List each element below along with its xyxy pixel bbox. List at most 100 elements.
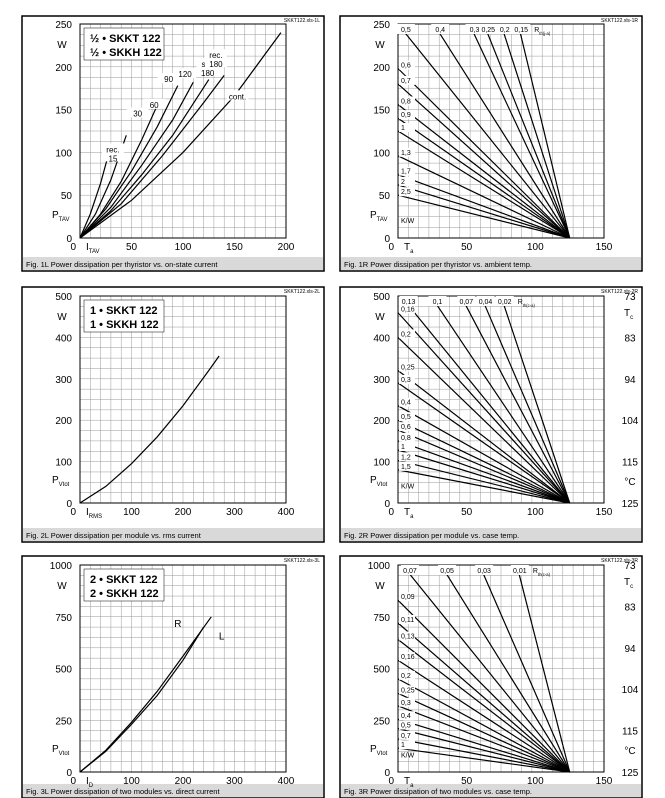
series-group (397, 303, 571, 504)
resistance-label: 0,25 (401, 687, 415, 694)
legend-box (83, 27, 165, 61)
resistance-label: 0,4 (435, 27, 445, 34)
series-group (79, 32, 282, 239)
curve-label: 120 (178, 70, 192, 79)
series-line (397, 599, 571, 773)
grid (397, 23, 605, 239)
y-unit: W (375, 40, 385, 51)
right-axis-label: Tc (624, 577, 633, 590)
series-line (79, 79, 210, 239)
y-tick-label: 100 (55, 148, 72, 159)
legend-entry: ½ • SKKT 122 (90, 33, 161, 45)
y-tick-label: 250 (373, 20, 390, 31)
curve-label: 90 (164, 75, 173, 84)
x-tick-label: 100 (527, 507, 544, 518)
right-tick-label: 115 (622, 458, 638, 469)
resistance-label: 0,1 (433, 299, 443, 306)
label-bg (457, 296, 476, 306)
panel-frame (21, 15, 325, 272)
curve-label: 180 (209, 60, 223, 69)
y-unit: W (57, 312, 67, 323)
right-tick-label: 83 (624, 333, 636, 344)
y-tick-label: 200 (55, 63, 72, 74)
label-bg (399, 362, 415, 372)
y-tick-label: 300 (373, 375, 390, 386)
series-line (397, 440, 570, 504)
resistance-label: 0,15 (514, 27, 528, 34)
label-bg (475, 565, 494, 575)
file-tag: SKKT122.xls-3R (601, 558, 638, 564)
series-line (397, 718, 570, 773)
resistance-label: 0,04 (479, 299, 493, 306)
right-tick-label: 104 (622, 685, 639, 696)
label-bg (399, 60, 415, 70)
series-line (397, 705, 570, 773)
series-line (397, 747, 570, 773)
series-line (503, 32, 571, 239)
resistance-label: 1,2 (401, 454, 411, 461)
label-bg (399, 147, 415, 157)
series-line (79, 626, 205, 773)
series-line (503, 304, 571, 504)
label-bg (399, 187, 415, 197)
y-tick-label: 200 (373, 63, 390, 74)
x-tick-label: 200 (278, 242, 295, 253)
label-bg (399, 166, 415, 176)
x-tick-label: 150 (596, 776, 613, 787)
plot-border (397, 564, 605, 773)
resistance-label: 0,8 (401, 435, 411, 442)
label-bg (399, 461, 415, 471)
series-line (397, 130, 571, 239)
x-tick-label: 0 (388, 776, 394, 787)
resistance-label: 0,13 (401, 634, 415, 641)
label-bg (510, 565, 529, 575)
plot-border (79, 23, 287, 239)
series-group (79, 355, 220, 504)
curve-label: 60 (150, 101, 159, 110)
caption-bar (23, 528, 323, 541)
right-axis-label: Tc (624, 308, 633, 321)
figure-caption: Fig. 3R Power dissipation of two modules… (344, 787, 532, 796)
label-bg (476, 296, 495, 306)
y-tick-label: 0 (66, 768, 72, 779)
figure-caption: Fig. 2L Power dissipation per module vs.… (26, 531, 202, 540)
label-bg (399, 442, 415, 452)
resistance-label: 0,5 (401, 27, 411, 34)
x-axis-label: IRMS (86, 507, 102, 520)
y-tick-label: 50 (379, 191, 391, 202)
x-tick-label: 50 (461, 242, 473, 253)
curve-label-bg (126, 107, 149, 118)
y-axis-label: PTAV (370, 210, 387, 223)
y-tick-label: 100 (373, 458, 390, 469)
series-line (397, 194, 570, 239)
x-axis-label: ID (86, 776, 94, 789)
caption-bar (23, 784, 323, 797)
label-bg (399, 397, 415, 407)
resistance-label: 1 (401, 125, 405, 132)
resistance-unit: K/W (401, 483, 415, 490)
right-tick-label: 125 (622, 499, 639, 510)
series-line (407, 303, 571, 504)
resistance-label: 0,01 (513, 568, 527, 575)
label-bg (399, 304, 415, 314)
label-bg (399, 329, 415, 339)
y-tick-label: 50 (61, 191, 73, 202)
series-line (397, 382, 571, 504)
x-tick-label: 50 (126, 242, 138, 253)
series-line (397, 449, 570, 504)
curve-label: 180 (201, 69, 215, 78)
series-line (79, 81, 194, 239)
resistance-label: 1 (401, 742, 405, 749)
y-tick-label: 0 (66, 234, 72, 245)
legend-entry: 1 • SKKH 122 (90, 319, 159, 331)
resistance-labels: 0,5 0,4 0,3 0,25 0,2 0,15 Rth(j-a) 0,6 0,7 0,8 0,9… (396, 24, 551, 225)
right-tick-label: 83 (624, 602, 636, 613)
resistance-label: 0,2 (401, 331, 411, 338)
series-group (79, 616, 212, 773)
label-bg (465, 24, 484, 34)
series-line (397, 459, 570, 504)
resistance-label: 2 (401, 179, 405, 186)
y-tick-label: 0 (384, 768, 390, 779)
series-line (79, 85, 179, 239)
x-tick-label: 200 (175, 507, 192, 518)
